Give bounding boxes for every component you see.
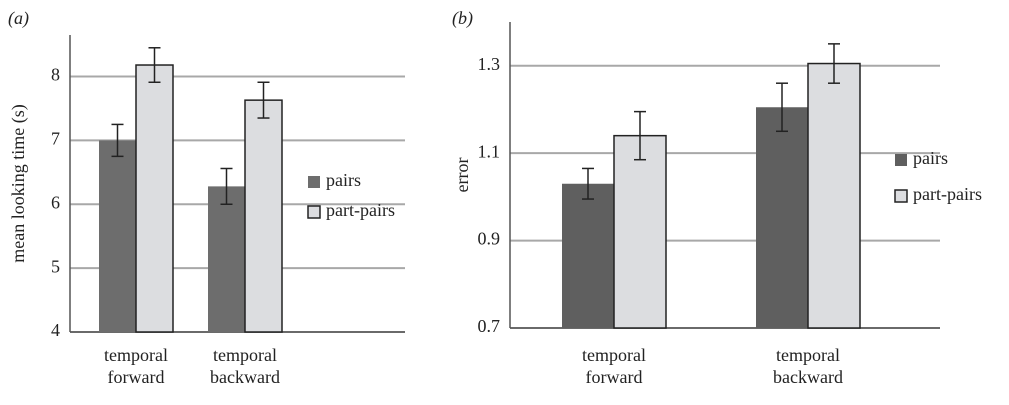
legend-label: part-pairs — [326, 200, 395, 220]
bar — [613, 134, 667, 329]
bar — [244, 99, 283, 333]
y-axis-label: mean looking time (s) — [8, 104, 29, 262]
y-tick-label: 6 — [51, 192, 60, 212]
legend-swatch — [894, 189, 908, 203]
bar — [562, 183, 614, 328]
y-tick-label: 4 — [51, 320, 60, 340]
y-tick-label: 8 — [51, 65, 60, 85]
y-tick-label: 1.1 — [478, 141, 501, 161]
y-tick-label: 1.3 — [478, 54, 501, 74]
x-tick-label: temporal backward — [773, 345, 843, 387]
bar — [208, 186, 245, 332]
y-tick-label: 0.7 — [478, 316, 501, 336]
panel-label: (b) — [452, 8, 473, 29]
bar — [135, 64, 174, 333]
legend-label: part-pairs — [913, 184, 982, 204]
y-tick-label: 0.9 — [478, 229, 501, 249]
y-tick-label: 7 — [51, 129, 60, 149]
x-tick-label: temporal backward — [210, 345, 280, 387]
x-tick-label: temporal forward — [104, 345, 168, 387]
x-tick-label: temporal forward — [582, 345, 646, 387]
legend-label: pairs — [326, 170, 361, 190]
legend-swatch — [307, 205, 321, 219]
panel-label: (a) — [8, 8, 29, 29]
legend-swatch — [895, 154, 907, 166]
legend-label: pairs — [913, 148, 948, 168]
legend-swatch — [308, 176, 320, 188]
bar — [756, 107, 808, 328]
y-axis-label: error — [452, 158, 472, 193]
bar — [807, 62, 861, 329]
y-tick-label: 5 — [51, 256, 60, 276]
bar — [99, 140, 136, 332]
